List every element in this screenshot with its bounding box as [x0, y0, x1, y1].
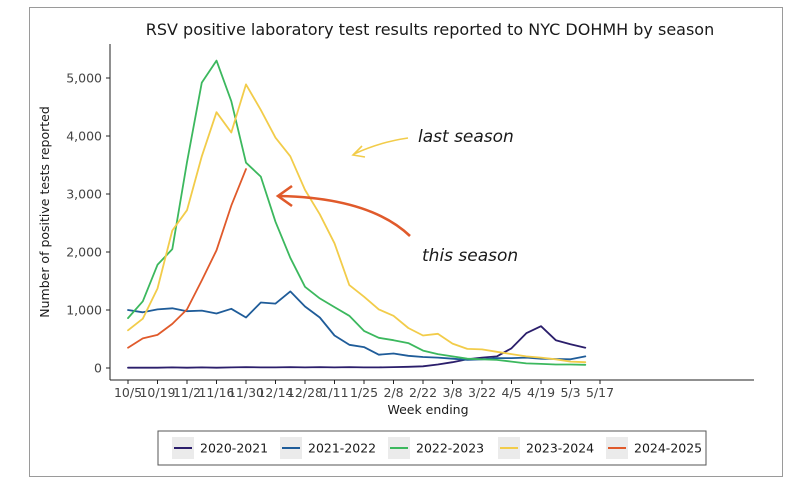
- this-season-arrow-head: [275, 184, 293, 208]
- this-season-label: this season: [422, 246, 518, 266]
- y-axis-label: Number of positive tests reported: [37, 106, 52, 318]
- legend-label: 2020-2021: [200, 441, 268, 456]
- y-tick-label: 2,000: [66, 245, 102, 260]
- x-tick-label: 12/14: [257, 385, 293, 400]
- series-line-2022-2023: [127, 59, 587, 366]
- y-ticks: 0 1,000 2,000 3,000 4,000 5,000: [66, 71, 110, 376]
- last-season-arrow: [353, 137, 409, 155]
- x-tick-label: 3/8: [442, 385, 462, 400]
- x-tick-label: 10/19: [139, 385, 175, 400]
- y-tick-label: 5,000: [66, 71, 102, 86]
- legend-item-2024-2025: 2024-2025: [606, 437, 702, 459]
- y-tick-label: 1,000: [66, 303, 102, 318]
- legend-label: 2024-2025: [634, 441, 702, 456]
- x-tick-label: 11/2: [173, 385, 201, 400]
- this-season-arrow: [279, 194, 411, 237]
- x-tick-label: 4/19: [527, 385, 555, 400]
- x-tick-label: 5/17: [586, 385, 614, 400]
- x-tick-label: 12/28: [287, 385, 323, 400]
- legend-item-2022-2023: 2022-2023: [388, 437, 484, 459]
- legend: 2020-2021 2021-2022 2022-2023 2023-2024 2024…: [157, 430, 707, 466]
- x-tick-label: 3/22: [468, 385, 496, 400]
- last-season-arrow-head: [351, 145, 366, 158]
- series-lines: [127, 59, 587, 369]
- y-tick-label: 4,000: [66, 129, 102, 144]
- x-axis-label: Week ending: [387, 402, 468, 417]
- last-season-label: last season: [418, 127, 514, 147]
- x-tick-label: 11/30: [228, 385, 264, 400]
- legend-item-2020-2021: 2020-2021: [172, 437, 268, 459]
- x-tick-label: 11/16: [198, 385, 234, 400]
- x-tick-label: 2/22: [409, 385, 437, 400]
- x-tick-label: 1/11: [320, 385, 348, 400]
- y-tick-label: 3,000: [66, 187, 102, 202]
- chart-frame: [29, 7, 783, 477]
- x-tick-label: 5/3: [560, 385, 580, 400]
- x-tick-label: 1/25: [350, 385, 378, 400]
- x-tick-label: 4/5: [501, 385, 521, 400]
- axes: [109, 44, 754, 381]
- series-line-2021-2022: [127, 290, 587, 361]
- chart-title: RSV positive laboratory test results rep…: [146, 20, 714, 39]
- legend-label: 2023-2024: [526, 441, 594, 456]
- y-tick-label: 0: [94, 361, 102, 376]
- annotations: last season this season: [275, 127, 518, 266]
- series-line-2020-2021: [127, 325, 587, 369]
- x-tick-label: 2/8: [383, 385, 403, 400]
- legend-item-2021-2022: 2021-2022: [280, 437, 376, 459]
- legend-item-2023-2024: 2023-2024: [498, 437, 594, 459]
- x-tick-label: 10/5: [114, 385, 142, 400]
- series-line-2024-2025: [127, 168, 247, 349]
- legend-label: 2022-2023: [416, 441, 484, 456]
- legend-label: 2021-2022: [308, 441, 376, 456]
- series-line-2023-2024: [127, 83, 587, 364]
